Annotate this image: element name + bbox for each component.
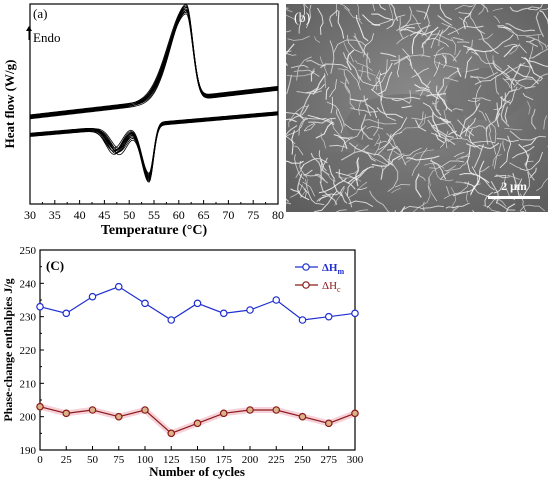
dsc-plot-frame [30,4,278,204]
dsc-x-tick-label: 50 [123,208,135,222]
series-point-hc [142,407,148,413]
dsc-cooling-curve [30,113,278,179]
series-point-hc [273,407,279,413]
enthalpy-y-tick-label: 250 [20,245,37,257]
series-point-hm [247,307,253,313]
dsc-heating-curve [30,7,278,117]
legend-label-hc: ΔHc [322,280,341,294]
series-point-hc [37,403,43,409]
dsc-x-tick-label: 75 [247,208,259,222]
enthalpy-y-tick-label: 220 [20,345,37,357]
dsc-cooling-curve [30,113,278,175]
enthalpy-x-axis-title: Number of cycles [149,464,245,479]
dsc-cooling-curve [30,114,278,178]
dsc-heating-curve [30,14,278,118]
series-point-hm [63,310,69,316]
dsc-cooling-curve [30,113,278,181]
dsc-cooling-curve [30,115,278,177]
dsc-x-tick-label: 55 [148,208,160,222]
enthalpy-x-tick-label: 50 [87,454,99,466]
enthalpy-x-tick-label: 300 [347,454,364,466]
enthalpy-y-tick-label: 200 [20,412,37,424]
dsc-heating-curve [30,10,278,114]
enthalpy-x-tick-label: 75 [113,454,125,466]
legend-marker-hc [303,282,309,288]
enthalpy-x-tick-label: 250 [294,454,311,466]
dsc-cooling-curve [30,112,278,178]
series-point-hc [221,410,227,416]
enthalpy-y-tick-label: 210 [20,378,37,390]
dsc-y-axis-title: Heat flow (W/g) [2,60,17,149]
series-point-hc [326,420,332,426]
series-point-hm [299,317,305,323]
endo-annotation: Endo [33,30,60,45]
dsc-chart: 30 35 40 45 50 55 60 65 70 75 80 (a) Endo Temperat… [0,0,290,240]
dsc-cooling-curve [30,113,278,177]
dsc-x-tick-label: 60 [173,208,185,222]
dsc-heating-curve [30,9,278,115]
scale-bar [488,196,540,199]
dsc-heating-curve [30,12,278,116]
enthalpy-x-tick-label: 25 [61,454,73,466]
dsc-cooling-curve [30,112,278,176]
legend: ΔHm ΔHc [295,262,344,294]
panel-c-label: (C) [46,258,64,273]
series-point-hc [89,407,95,413]
dsc-cooling-curve [30,114,278,176]
legend-marker-hm [303,264,309,270]
dsc-chart-svg: 30 35 40 45 50 55 60 65 70 75 80 (a) Endo Temperat… [0,0,290,240]
series-point-hm [273,297,279,303]
sem-image-panel: (b) 2 μm [286,4,548,212]
series-point-hc [116,413,122,419]
enthalpy-x-tick-label: 225 [268,454,285,466]
series-point-hm [194,300,200,306]
series-point-hc [299,413,305,419]
dsc-heating-curve [30,11,278,117]
dsc-heating-curve [30,7,278,115]
dsc-cooling-curve [30,112,278,174]
panel-a-label: (a) [33,6,47,21]
series-point-hm [116,283,122,289]
dsc-heating-curve [30,9,278,117]
dsc-x-tick-label: 65 [198,208,210,222]
series-point-hm [221,310,227,316]
dsc-x-tick-label: 45 [98,208,110,222]
dsc-x-tick-label: 35 [49,208,61,222]
series-point-hc [63,410,69,416]
enthalpy-x-tick-label: 275 [321,454,338,466]
series-point-hm [37,303,43,309]
panel-b-label: (b) [294,11,311,26]
legend-label-hm: ΔHm [322,262,344,276]
sem-image: (b) 2 μm [286,4,548,212]
series-point-hm [352,310,358,316]
dsc-heating-curve [30,12,278,118]
dsc-x-tick-label: 30 [24,208,36,222]
dsc-heating-curve [30,11,278,119]
dsc-heating-curve [30,6,278,118]
dsc-x-tick-label: 70 [222,208,234,222]
series-point-hm [142,300,148,306]
sem-smooth-region [296,152,396,196]
scale-bar-label: 2 μm [501,179,527,193]
dsc-x-axis-title: Temperature (°C) [101,223,208,238]
series-point-hm [326,313,332,319]
dsc-x-tick-label: 80 [272,208,284,222]
dsc-heating-curve [30,4,278,116]
endo-arrow-head [26,26,32,31]
dsc-heating-curve [30,6,278,116]
series-point-hc [194,420,200,426]
dsc-x-tick-label: 40 [74,208,86,222]
series-point-hc [352,410,358,416]
enthalpy-y-tick-label: 190 [20,445,37,457]
enthalpy-y-tick-label: 240 [20,278,37,290]
series-point-hc [247,407,253,413]
series-point-hm [168,317,174,323]
series-point-hm [89,293,95,299]
enthalpy-y-axis-title: Phase-change enthalpies J/g [1,278,15,421]
enthalpy-y-tick-label: 230 [20,312,37,324]
series-point-hc [168,430,174,436]
enthalpy-x-tick-label: 0 [37,454,43,466]
